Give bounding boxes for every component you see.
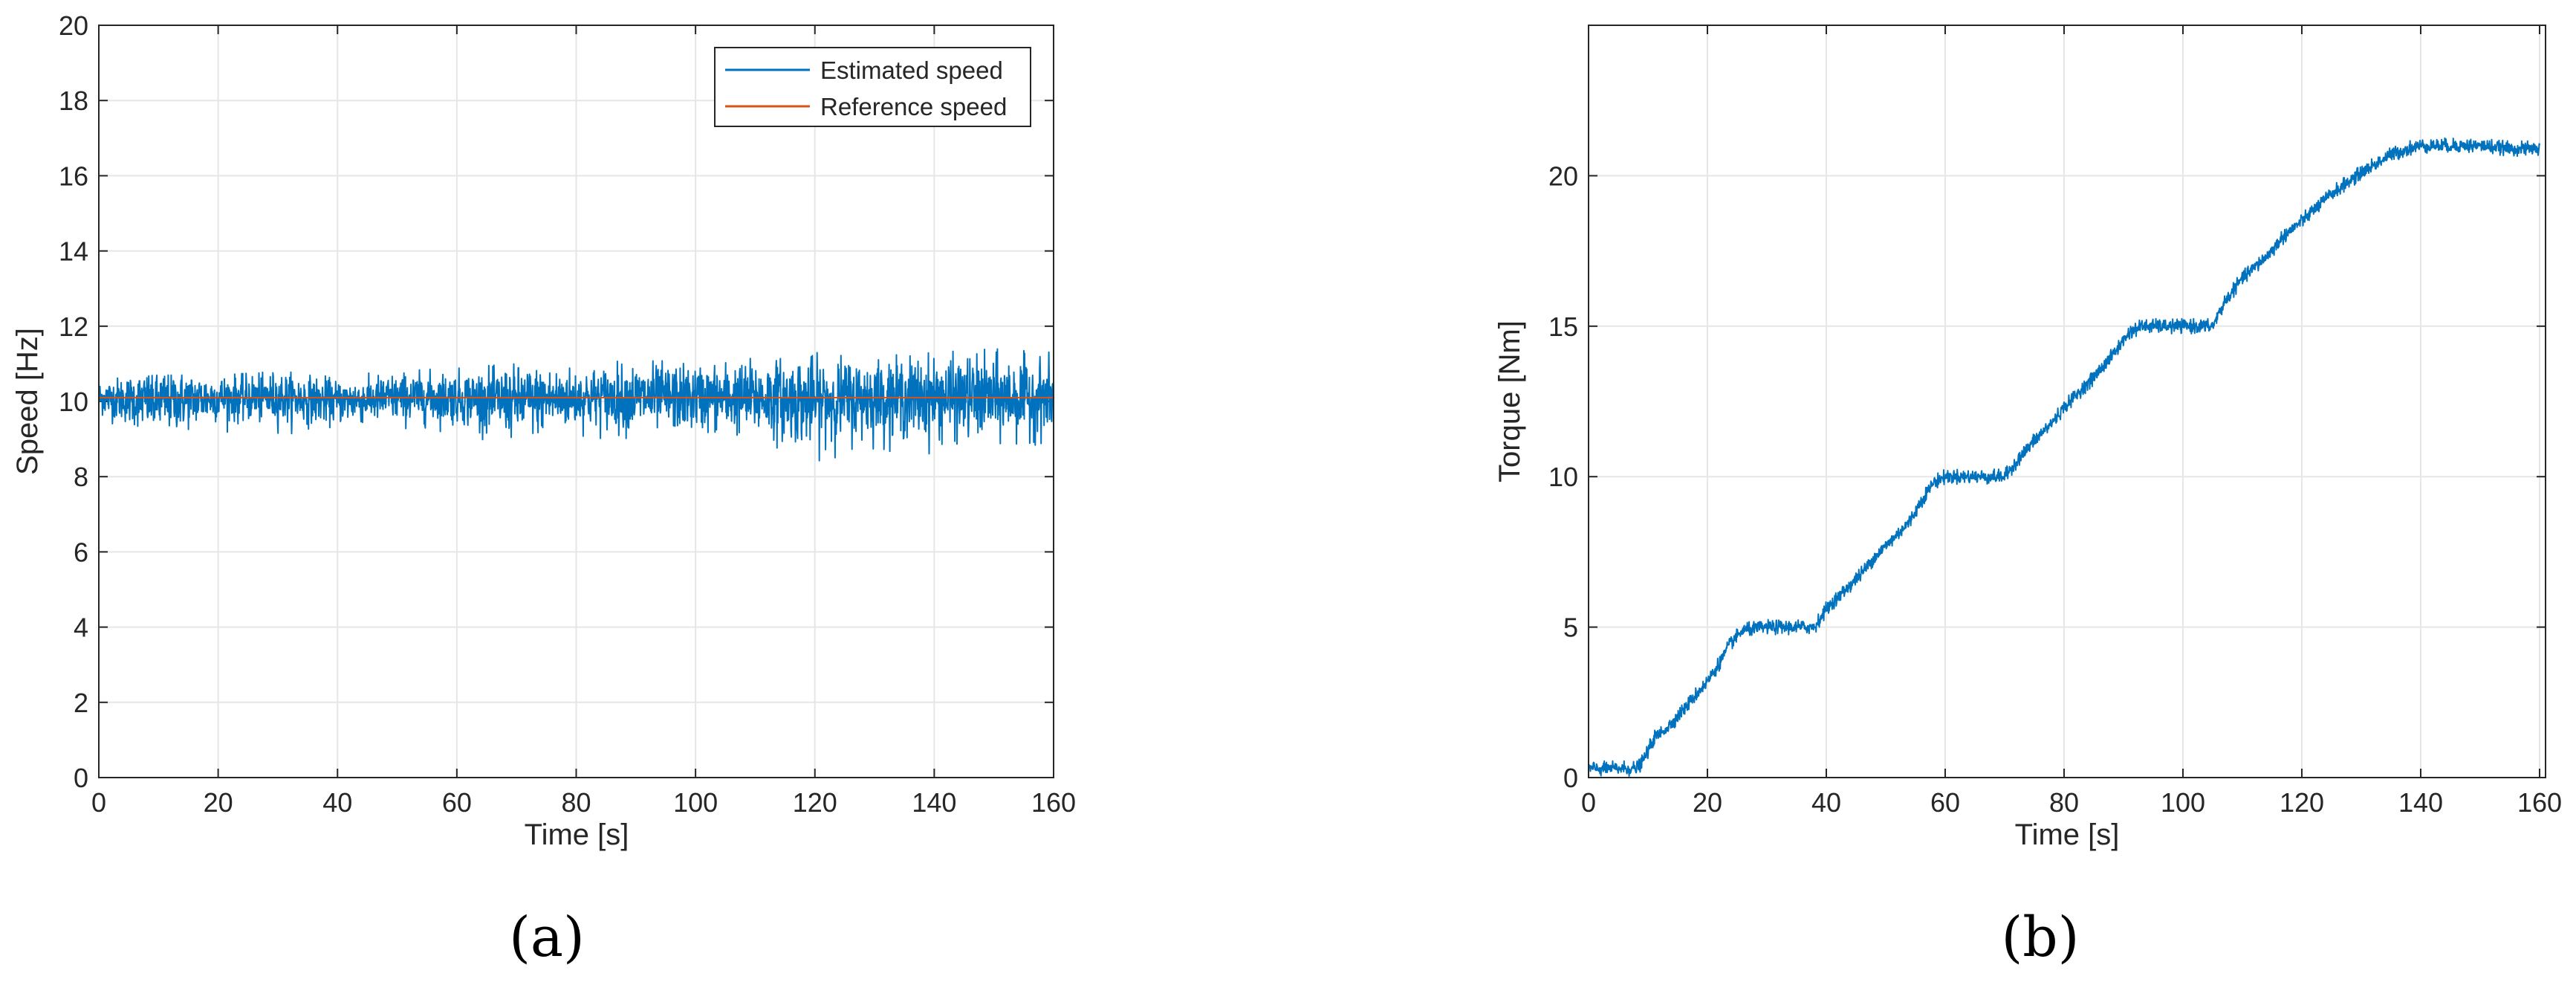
legend-label-reference: Reference speed [820, 93, 1007, 120]
speed-y-tick-label: 20 [59, 10, 88, 41]
torque-y-tick-label: 0 [1563, 763, 1578, 793]
speed-chart: 0 20 40 60 80 100 120 140 160 0 2 4 6 8 10 12 14 16 18 20 E… [11, 10, 1076, 969]
speed-x-tick-label: 40 [322, 787, 352, 818]
speed-x-tick-label: 60 [442, 787, 472, 818]
torque-plot-area [1589, 25, 2546, 778]
speed-x-tick-label: 120 [793, 787, 837, 818]
speed-x-tick-label: 20 [204, 787, 233, 818]
speed-y-tick-label: 4 [74, 613, 88, 643]
speed-y-tick-label: 0 [74, 763, 88, 793]
torque-series [1588, 137, 2540, 777]
torque-x-tick-label: 120 [2280, 787, 2324, 818]
legend-box [714, 47, 1031, 127]
torque-x-tick-label: 80 [2049, 787, 2079, 818]
speed-x-tick-label: 80 [561, 787, 591, 818]
torque-chart: 0 20 40 60 80 100 120 140 160 0 5 10 15 20 Time [s] T… [1493, 25, 2562, 969]
series-torque-line [1588, 137, 2540, 777]
torque-y-axis-label: Torque [Nm] [1493, 320, 1526, 482]
legend-label-estimated: Estimated speed [820, 56, 1003, 84]
torque-y-tick-label: 5 [1563, 613, 1578, 643]
speed-axes-box [98, 25, 1054, 778]
torque-x-tick-label: 0 [1581, 787, 1596, 818]
torque-x-tick-label: 20 [1693, 787, 1722, 818]
speed-y-axis-label: Speed [Hz] [11, 328, 44, 475]
speed-y-tick-label: 12 [59, 311, 88, 342]
torque-ticks: 0 20 40 60 80 100 120 140 160 0 5 10 15 20 [1548, 25, 2562, 818]
torque-grid [1588, 25, 2546, 778]
panel-label-b: (b) [2001, 905, 2079, 969]
torque-x-tick-label: 140 [2398, 787, 2443, 818]
speed-legend: Estimated speed Reference speed [714, 47, 1031, 127]
speed-y-tick-label: 10 [59, 387, 88, 417]
torque-x-axis-label: Time [s] [2015, 818, 2120, 851]
speed-y-tick-label: 18 [59, 85, 88, 116]
speed-y-tick-label: 8 [74, 462, 88, 492]
speed-x-tick-label: 0 [91, 787, 106, 818]
torque-x-tick-label: 60 [1930, 787, 1960, 818]
panel-label-a: (a) [509, 905, 585, 969]
torque-y-tick-label: 15 [1548, 311, 1578, 342]
series-estimated-speed [98, 348, 1054, 462]
speed-ticks: 0 20 40 60 80 100 120 140 160 0 2 4 6 8 10 12 14 16 18 20 [59, 10, 1076, 818]
speed-series [98, 348, 1054, 462]
speed-y-tick-label: 16 [59, 161, 88, 191]
torque-y-tick-label: 10 [1548, 462, 1578, 492]
torque-x-tick-label: 100 [2161, 787, 2205, 818]
torque-x-tick-label: 160 [2517, 787, 2562, 818]
speed-x-tick-label: 160 [1031, 787, 1076, 818]
speed-x-tick-label: 140 [912, 787, 956, 818]
speed-x-axis-label: Time [s] [525, 818, 629, 851]
torque-y-tick-label: 20 [1548, 161, 1578, 191]
speed-x-tick-label: 100 [673, 787, 718, 818]
speed-y-tick-label: 6 [74, 537, 88, 567]
torque-x-tick-label: 40 [1811, 787, 1841, 818]
speed-y-tick-label: 14 [59, 236, 88, 267]
speed-y-tick-label: 2 [74, 688, 88, 718]
torque-axes-box [1588, 25, 2546, 778]
